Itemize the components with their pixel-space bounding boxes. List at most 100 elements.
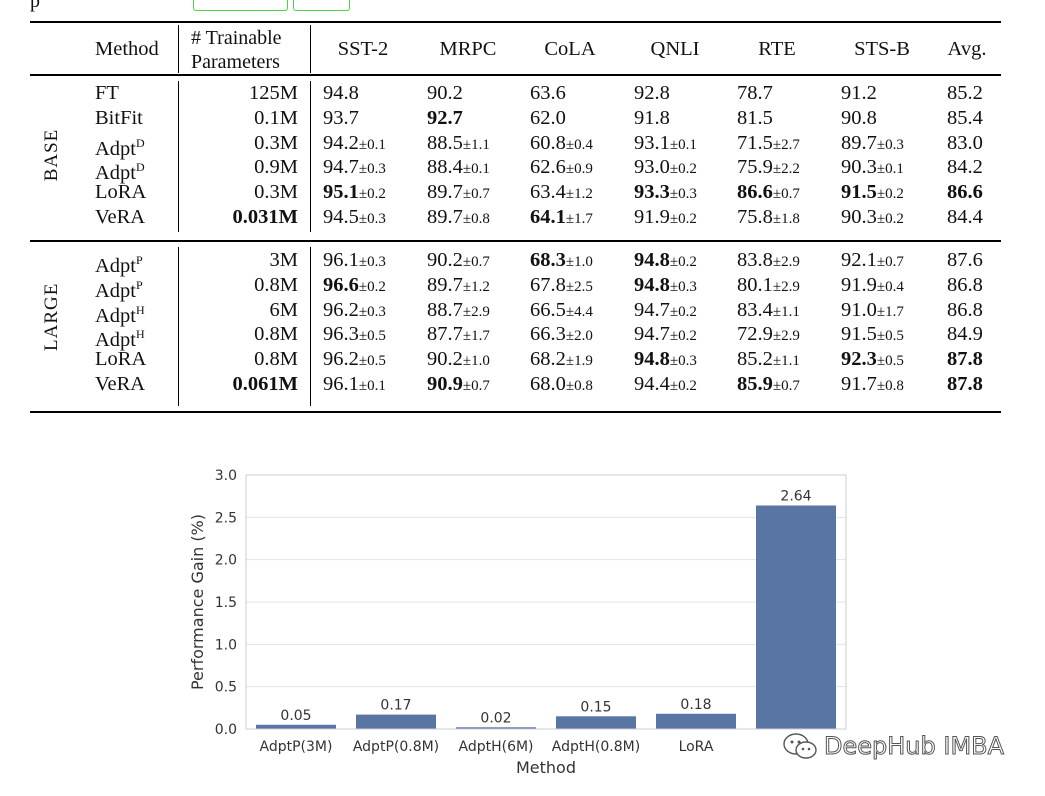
score-cell: 91.9±0.2	[634, 205, 697, 231]
score-stddev: ±4.4	[565, 303, 593, 320]
score-stddev: ±2.9	[772, 328, 800, 345]
chart-value-labels: 0.05 0.17 0.02 0.15 0.18 2.64	[280, 488, 811, 726]
score-stddev: ±2.0	[565, 328, 593, 345]
chart-frame	[245, 474, 847, 730]
chart-x-tick-label: AdptH(0.8M)	[552, 739, 640, 755]
table-column-divider	[178, 81, 179, 232]
score-value: 68.2	[530, 348, 566, 371]
chart-bar	[456, 727, 536, 729]
score-stddev: ±0.2	[358, 278, 386, 295]
score-stddev: ±1.7	[876, 303, 904, 320]
score-cell: 75.8±1.8	[737, 205, 800, 231]
score-stddev: ±0.8	[565, 378, 593, 394]
score-stddev: ±1.1	[772, 353, 800, 370]
score-stddev: ±1.9	[565, 353, 593, 370]
score-value: 62.6	[530, 156, 566, 179]
score-stddev: ±0.2	[669, 211, 697, 227]
chart-bar-value-label: 0.05	[280, 708, 311, 724]
score-stddev: ±0.2	[358, 186, 386, 203]
method-name: FT	[95, 82, 119, 104]
score-value: 89.7	[427, 273, 463, 296]
score-value: 94.7	[634, 298, 670, 321]
score-stddev: ±1.2	[565, 186, 593, 203]
score-value: 93.3	[634, 181, 670, 204]
score-cell: 66.3±2.0	[530, 322, 593, 348]
method-superscript: P	[136, 253, 143, 267]
score-stddev: ±1.2	[462, 278, 490, 295]
method-superscript: D	[136, 135, 145, 150]
score-value: 94.7	[634, 323, 670, 346]
chart-x-tick-label: AdptH(6M)	[458, 739, 533, 755]
score-value: 92.8	[634, 82, 670, 104]
score-value: 62.0	[530, 106, 566, 129]
score-value: 80.1	[737, 273, 773, 296]
score-stddev: ±0.8	[876, 378, 904, 394]
watermark-text: DeepHub IMBA	[823, 732, 1005, 761]
score-stddev: ±0.2	[669, 328, 697, 345]
score-value: 94.8	[634, 249, 670, 271]
trainable-params: 3M	[269, 249, 298, 271]
score-cell: 92.3±0.5	[841, 347, 904, 373]
score-cell: 93.0±0.2	[634, 155, 697, 181]
chart-bar	[656, 713, 736, 729]
score-stddev: ±0.8	[462, 211, 490, 227]
score-stddev: ±0.2	[669, 303, 697, 320]
header-task: Avg.	[947, 38, 987, 60]
score-value: 85.4	[947, 106, 983, 129]
method-superscript: H	[136, 327, 145, 342]
score-value: 94.7	[323, 156, 359, 179]
score-value: 96.2	[323, 298, 359, 321]
score-stddev: ±0.3	[876, 136, 904, 153]
score-cell: 87.7±1.7	[427, 322, 490, 348]
score-value: 91.0	[841, 298, 877, 321]
score-stddev: ±0.3	[358, 211, 386, 227]
score-stddev: ±0.2	[876, 211, 904, 227]
score-value: 94.8	[634, 348, 670, 371]
score-cell: 89.7±0.8	[427, 205, 490, 231]
score-cell: 94.8±0.3	[634, 347, 697, 373]
score-cell: 63.4±1.2	[530, 180, 593, 206]
score-stddev: ±0.1	[358, 136, 386, 153]
chart-y-tick-label: 1.0	[215, 637, 237, 653]
score-value: 81.5	[737, 106, 773, 129]
score-value: 92.3	[841, 348, 877, 371]
score-value: 83.4	[737, 298, 773, 321]
score-cell: 83.0	[947, 131, 983, 155]
score-value: 75.9	[737, 156, 773, 179]
score-stddev: ±0.3	[358, 254, 386, 270]
score-value: 60.8	[530, 131, 566, 154]
score-stddev: ±1.1	[462, 136, 490, 153]
score-value: 96.1	[323, 249, 359, 271]
chart-bar-value-label: 0.02	[480, 710, 511, 726]
score-cell: 87.8	[947, 347, 983, 371]
score-cell: 90.2±0.7	[427, 248, 490, 274]
score-stddev: ±1.0	[462, 353, 490, 370]
score-cell: 89.7±0.3	[841, 131, 904, 157]
score-cell: 91.7±0.8	[841, 372, 904, 398]
header-task: RTE	[758, 38, 796, 60]
score-cell: 62.0	[530, 106, 566, 130]
score-cell: 64.1±1.7	[530, 205, 593, 231]
score-cell: 71.5±2.7	[737, 131, 800, 157]
method-name: LoRA	[95, 348, 147, 371]
chart-bar	[256, 724, 336, 729]
score-value: 96.3	[323, 323, 359, 346]
score-cell: 84.4	[947, 205, 983, 229]
score-stddev: ±0.7	[772, 186, 800, 203]
method-name: AdptP	[95, 253, 143, 277]
chart-bar	[356, 714, 436, 729]
score-stddev: ±0.5	[876, 328, 904, 345]
score-cell: 90.2±1.0	[427, 347, 490, 373]
trainable-params: 0.061M	[232, 373, 298, 395]
method-name: AdptD	[95, 160, 145, 185]
score-stddev: ±0.1	[358, 378, 386, 394]
score-cell: 93.3±0.3	[634, 180, 697, 206]
chart-x-tick-label: AdptP(3M)	[260, 739, 333, 755]
score-cell: 90.3±0.2	[841, 205, 904, 231]
score-stddev: ±1.1	[772, 303, 800, 320]
trainable-params: 0.9M	[254, 156, 298, 179]
method-superscript: P	[136, 277, 143, 292]
score-value: 90.9	[427, 373, 463, 395]
chart-bar-value-label: 0.15	[580, 699, 611, 715]
